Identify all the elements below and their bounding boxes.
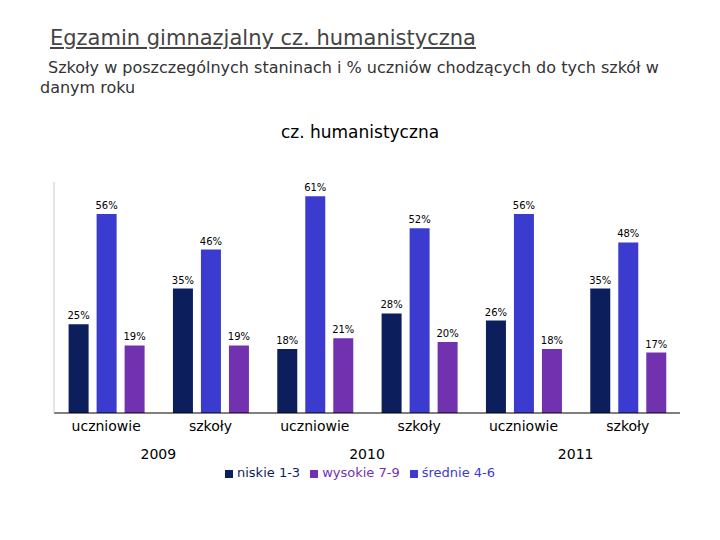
svg-text:2009: 2009 [141, 446, 177, 462]
svg-text:19%: 19% [123, 331, 145, 342]
svg-text:35%: 35% [172, 275, 194, 286]
svg-text:uczniowie: uczniowie [72, 418, 141, 434]
svg-text:46%: 46% [200, 236, 222, 247]
html-text:Egzamin gimnazjalny cz. humani: Egzamin gimnazjalny cz. humanistyczna [50, 26, 476, 50]
svg-text:35%: 35% [589, 275, 611, 286]
svg-text:56%: 56% [95, 200, 117, 211]
html-text:Szkoły w poszczególnych stanin: Szkoły w poszczególnych staninach i % uc… [40, 58, 659, 97]
svg-text:uczniowie: uczniowie [489, 418, 558, 434]
svg-text:szkoły: szkoły [606, 418, 649, 434]
svg-text:17%: 17% [645, 339, 667, 350]
svg-text:19%: 19% [228, 331, 250, 342]
svg-text:61%: 61% [304, 182, 326, 193]
svg-text:21%: 21% [332, 324, 354, 335]
svg-text:2010: 2010 [349, 446, 385, 462]
svg-text:2011: 2011 [558, 446, 594, 462]
svg-text:48%: 48% [617, 228, 639, 239]
svg-text:szkoły: szkoły [398, 418, 441, 434]
svg-text:szkoły: szkoły [189, 418, 232, 434]
html-text:niskie 1-3: niskie 1-3 [237, 465, 301, 480]
svg-text:25%: 25% [67, 310, 89, 321]
svg-text:20%: 20% [436, 328, 458, 339]
html-text:cz. humanistyczna: cz. humanistyczna [280, 122, 440, 142]
svg-text:56%: 56% [513, 200, 535, 211]
html-text:wysokie 7-9: wysokie 7-9 [322, 465, 400, 480]
html-text:średnie 4-6: średnie 4-6 [421, 465, 495, 480]
svg-text:18%: 18% [276, 335, 298, 346]
svg-text:52%: 52% [408, 214, 430, 225]
svg-text:18%: 18% [541, 335, 563, 346]
svg-text:uczniowie: uczniowie [280, 418, 349, 434]
svg-text:26%: 26% [485, 307, 507, 318]
svg-text:28%: 28% [380, 299, 402, 310]
